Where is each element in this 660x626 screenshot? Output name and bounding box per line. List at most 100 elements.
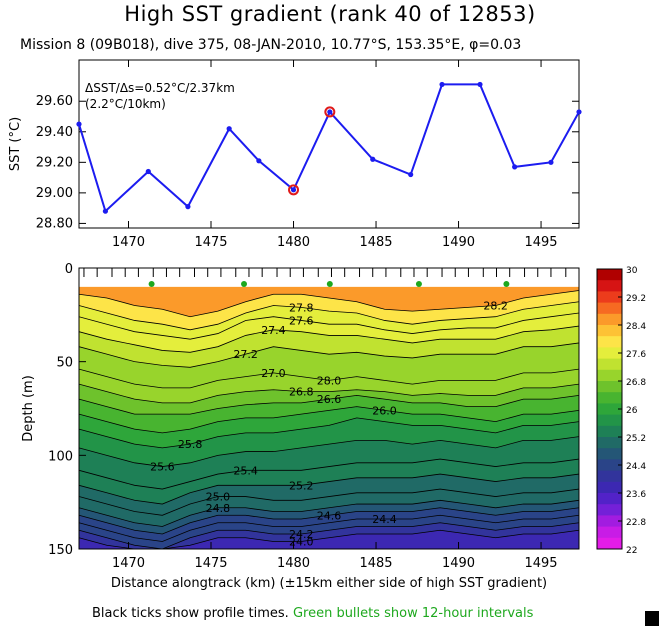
contour-label: 26.6 (317, 393, 342, 406)
twelve-hour-bullet (148, 281, 155, 287)
contour-label: 27.6 (289, 314, 314, 327)
colorbar-swatch (597, 504, 622, 516)
colorbar-swatch (597, 302, 622, 315)
contour-label: 25.6 (150, 461, 175, 474)
contour-label: 25.2 (289, 479, 314, 492)
contour-label: 25.8 (178, 438, 203, 451)
colorbar-swatch (597, 537, 622, 550)
colorbar-swatch (597, 448, 622, 460)
sst-point (439, 81, 445, 88)
temperature-band (79, 395, 579, 433)
colorbar-swatch (597, 470, 622, 483)
colorbar-label: 30 (626, 266, 638, 276)
sst-xtick-label: 1490 (442, 235, 475, 250)
isotherm-line (78, 301, 580, 331)
sst-xtick-label: 1480 (277, 235, 310, 250)
sst-point (548, 159, 554, 165)
contour-label: 27.0 (261, 367, 286, 380)
section-ytick-label: 150 (48, 543, 73, 558)
section-frame (78, 267, 580, 550)
sst-point (477, 81, 483, 88)
sst-xtick-label: 1485 (359, 235, 392, 250)
sst-ytick-label: 29.20 (36, 155, 73, 170)
twelve-hour-bullet (415, 281, 422, 287)
chart-subtitle: Mission 8 (09B018), dive 375, 08-JAN-201… (20, 37, 522, 53)
colorbar-label: 22.8 (626, 518, 646, 528)
contour-label: 24.0 (289, 536, 314, 549)
sst-point (327, 109, 333, 115)
sst-ytick-label: 28.80 (36, 216, 73, 231)
sst-ytick-label: 29.60 (36, 94, 73, 109)
temperature-band (79, 507, 579, 542)
sst-point (408, 171, 414, 178)
colorbar-label: 24.4 (626, 462, 646, 472)
colorbar-swatch (597, 313, 622, 326)
contour-label: 26.8 (289, 386, 314, 399)
footer-note: Black ticks show profile times. Green bu… (92, 606, 533, 621)
temperature-band (79, 522, 579, 549)
contour-label: 27.2 (233, 348, 258, 361)
temperature-band (79, 515, 579, 549)
sst-point (576, 109, 582, 115)
temperature-band (79, 286, 579, 317)
colorbar-label: 29.2 (626, 294, 646, 304)
contour-label: 27.8 (289, 301, 314, 314)
section-xtick-label: 1490 (442, 556, 475, 571)
colorbar-label: 26 (626, 406, 638, 416)
sst-xtick-label: 1475 (194, 235, 227, 250)
section-xtick-label: 1485 (359, 556, 392, 571)
section-xtick-label: 1495 (524, 556, 557, 571)
colorbar-label: 28.4 (626, 322, 646, 332)
sst-xtick-label: 1470 (112, 235, 145, 250)
colorbar-swatch (597, 437, 622, 449)
colorbar-swatch (597, 403, 622, 416)
twelve-hour-bullet (326, 281, 333, 287)
colorbar-swatch (597, 280, 622, 292)
colorbar-swatch (597, 392, 622, 404)
contour-label: 24.2 (289, 528, 314, 541)
isotherm-line (78, 499, 580, 527)
contour-label: 24.8 (206, 502, 231, 515)
contour-label: 26.0 (372, 404, 397, 417)
colorbar-swatch (597, 325, 622, 337)
sst-gradient-marker (288, 184, 300, 196)
temperature-band (79, 326, 579, 368)
isotherm-line (78, 507, 580, 535)
colorbar-swatch (597, 526, 622, 539)
colorbar-label: 26.8 (626, 378, 646, 388)
footer-green-text: Green bullets show 12-hour intervals (292, 606, 534, 621)
sst-point (290, 187, 297, 193)
isotherm-line (78, 406, 580, 434)
sst-gradient-marker (324, 106, 336, 118)
sst-ytick-label: 29.00 (36, 186, 73, 201)
isotherm-line (78, 383, 580, 404)
contour-label: 24.6 (317, 509, 342, 522)
temperature-band (79, 301, 579, 340)
isotherm-line (78, 342, 580, 368)
sst-point (226, 126, 232, 132)
temperature-band (79, 530, 579, 549)
sst-point (370, 156, 376, 162)
isotherm-line (78, 394, 580, 415)
contour-label: 25.0 (206, 491, 231, 504)
sst-xtick-label: 1495 (524, 235, 557, 250)
temperature-band (79, 500, 579, 535)
colorbar-label: 27.6 (626, 350, 646, 360)
colorbar-swatch (597, 425, 622, 438)
temperature-band (79, 436, 579, 490)
contour-label: 27.4 (261, 324, 286, 337)
temperature-section: 28.2 28.0 27.827.627.427.227.026.826.6 26.0… (78, 268, 580, 550)
section-xtick-label: 1475 (194, 556, 227, 571)
colorbar-swatch (597, 269, 622, 281)
sst-point (256, 158, 262, 164)
colorbar-swatch (597, 336, 622, 348)
section-ytick-label: 50 (56, 356, 73, 371)
colorbar-swatch (597, 481, 622, 494)
colorbar-swatch (597, 369, 622, 382)
temperature-band (79, 417, 579, 467)
temperature-band (79, 489, 579, 527)
temperature-band (79, 474, 579, 516)
sst-point (512, 164, 518, 170)
isotherm-line (78, 458, 580, 490)
